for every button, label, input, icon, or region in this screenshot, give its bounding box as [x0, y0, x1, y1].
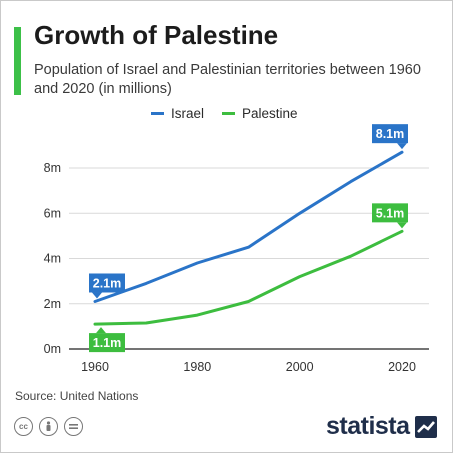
- legend-label-palestine: Palestine: [242, 105, 298, 121]
- line-chart: 0m 2m 4m 6m 8m 1960 1980 2000 2020 2.1m 8.1m 1.1m 5.…: [44, 124, 429, 374]
- source-note: Source: United Nations: [15, 389, 139, 403]
- y-tick-label: 2m: [44, 297, 61, 311]
- x-tick-label: 1980: [183, 360, 211, 374]
- legend-swatch-palestine: [222, 111, 236, 115]
- data-label-box: [89, 333, 125, 353]
- attribution-icon[interactable]: [39, 417, 58, 436]
- data-label-pointer: [92, 292, 102, 299]
- data-label: 8.1m: [376, 127, 405, 141]
- data-label: 1.1m: [93, 336, 122, 350]
- series-line-palestine: [93, 229, 404, 326]
- x-tick-label: 1960: [81, 360, 109, 374]
- chart-title: Growth of Palestine: [34, 20, 279, 50]
- legend-label-israel: Israel: [171, 105, 205, 121]
- legend: Israel Palestine: [151, 104, 316, 122]
- y-tick-label: 4m: [44, 252, 61, 266]
- x-tick-label: 2000: [286, 360, 314, 374]
- data-label-pointer: [397, 143, 407, 150]
- y-tick-label: 6m: [44, 206, 61, 220]
- accent-bar: [14, 27, 21, 95]
- legend-item-israel: Israel: [151, 106, 204, 121]
- legend-item-palestine: Palestine: [222, 106, 298, 121]
- x-tick-label: 2020: [388, 360, 416, 374]
- brand[interactable]: statista: [326, 412, 437, 441]
- y-tick-label: 8m: [44, 161, 61, 175]
- legend-swatch-israel: [151, 111, 164, 115]
- series-line-israel: [93, 150, 404, 303]
- brand-name: statista: [326, 412, 410, 440]
- chart-subtitle: Population of Israel and Palestinian ter…: [34, 62, 421, 97]
- statista-logo-icon: [414, 415, 437, 438]
- data-label-pointer: [96, 327, 106, 334]
- data-label: 2.1m: [93, 276, 122, 290]
- license-icons: cc: [14, 417, 89, 436]
- no-derivatives-icon[interactable]: [64, 417, 83, 436]
- data-label-box: [89, 273, 125, 293]
- data-label-box: [372, 124, 408, 144]
- data-label: 5.1m: [376, 206, 405, 220]
- data-label-pointer: [397, 222, 407, 229]
- cc-icon[interactable]: cc: [14, 417, 33, 436]
- y-tick-label: 0m: [44, 342, 61, 356]
- data-label-box: [372, 203, 408, 223]
